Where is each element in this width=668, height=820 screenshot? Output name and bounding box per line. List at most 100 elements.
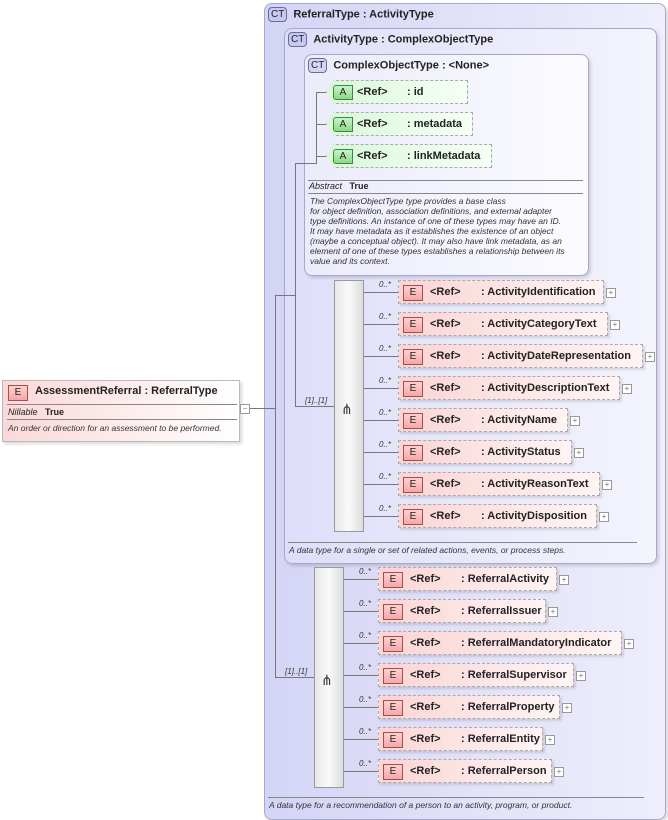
sequence-compositor[interactable]: [314, 567, 344, 788]
element-ActivityDescriptionText[interactable]: E <Ref>: ActivityDescriptionText: [398, 376, 620, 400]
element-ref: <Ref>: [410, 605, 441, 617]
expand-button[interactable]: +: [602, 480, 612, 490]
attribute-metadata[interactable]: A <Ref> : metadata: [326, 112, 473, 136]
element-ref: <Ref>: [410, 669, 441, 681]
element-ActivityCategoryText[interactable]: E <Ref> : ActivityCategoryText: [398, 312, 608, 336]
description-line: (maybe a conceptual object). It may also…: [310, 236, 562, 246]
element-ref: <Ref>: [410, 733, 441, 745]
expand-button[interactable]: +: [562, 703, 572, 713]
expand-button[interactable]: +: [574, 448, 584, 458]
element-name: : ReferralEntity: [461, 733, 540, 745]
element-name: : ActivityDisposition: [481, 510, 587, 522]
element-description: An order or direction for an assessment …: [8, 423, 222, 433]
connector: [316, 156, 326, 157]
element-icon: E: [383, 604, 403, 620]
element-ReferralActivity[interactable]: E <Ref>: ReferralActivity: [378, 567, 557, 591]
element-ref: <Ref>: [430, 414, 461, 426]
attribute-linkMetadata[interactable]: A <Ref>: linkMetadata: [326, 144, 492, 168]
element-name: : ActivityStatus: [481, 446, 561, 458]
divider: [7, 404, 237, 405]
nillable-property: Nillable True: [8, 407, 64, 417]
attribute-ref: <Ref>: [357, 118, 388, 130]
connector: [344, 579, 378, 580]
element-ReferralSupervisor[interactable]: E <Ref>: ReferralSupervisor: [378, 663, 574, 687]
element-ReferralEntity[interactable]: E <Ref>: ReferralEntity: [378, 727, 543, 751]
expand-button[interactable]: +: [606, 288, 616, 298]
expand-button[interactable]: +: [624, 639, 634, 649]
element-ReferralPerson[interactable]: E <Ref>: ReferralPerson: [378, 759, 552, 783]
element-name: : ActivityDateRepresentation: [481, 350, 631, 362]
element-name: AssessmentReferral: [35, 385, 142, 397]
expand-button[interactable]: +: [559, 575, 569, 585]
element-ReferralIssuer[interactable]: E <Ref>: ReferralIssuer: [378, 599, 546, 623]
connector: [248, 408, 275, 409]
element-ref: <Ref>: [410, 765, 441, 777]
connector: [295, 163, 296, 406]
element-icon: E: [383, 668, 403, 684]
sequence-icon: ⋔: [341, 401, 353, 417]
property-label: Nillable: [8, 407, 38, 417]
description-line: value and its context.: [310, 256, 390, 266]
expand-button[interactable]: +: [599, 512, 609, 522]
element-ActivityDisposition[interactable]: E <Ref>: ActivityDisposition: [398, 504, 597, 528]
occurrence-label: 0..*: [359, 631, 372, 640]
element-name: : ReferralMandatoryIndicator: [461, 637, 612, 649]
expand-button[interactable]: +: [548, 607, 558, 617]
occurrence-label: 0..*: [379, 408, 392, 417]
expand-button[interactable]: +: [645, 352, 655, 362]
sequence-compositor[interactable]: [334, 280, 364, 532]
element-title: AssessmentReferral : ReferralType: [35, 385, 218, 397]
complex-type-icon: CT: [268, 7, 288, 22]
attribute-name: : metadata: [407, 118, 463, 130]
expand-button[interactable]: +: [576, 671, 586, 681]
expand-button[interactable]: +: [554, 767, 564, 777]
occurrence-label: 0..*: [359, 727, 372, 736]
element-ReferralProperty[interactable]: E <Ref>: ReferralProperty: [378, 695, 560, 719]
element-ActivityReasonText[interactable]: E <Ref>: ActivityReasonText: [398, 472, 600, 496]
complex-object-type-header: CT ComplexObjectType : <None>: [308, 58, 489, 73]
element-ActivityIdentification[interactable]: E <Ref>: ActivityIdentification: [398, 280, 604, 304]
divider: [7, 419, 237, 420]
activity-type-header: CT ActivityType : ComplexObjectType: [288, 32, 493, 47]
expand-button[interactable]: +: [610, 320, 620, 330]
element-ref: <Ref>: [430, 382, 461, 394]
connector: [344, 739, 378, 740]
attribute-icon: A: [333, 85, 353, 100]
connector: [344, 611, 378, 612]
expand-button[interactable]: +: [570, 416, 580, 426]
complex-type-icon: CT: [308, 58, 328, 73]
attribute-icon: A: [333, 117, 353, 132]
expand-button[interactable]: +: [622, 384, 632, 394]
collapse-button[interactable]: −: [240, 404, 250, 414]
expand-button[interactable]: +: [545, 735, 555, 745]
element-icon: E: [383, 700, 403, 716]
element-ref: <Ref>: [410, 573, 441, 585]
element-ActivityName[interactable]: E <Ref>: ActivityName: [398, 408, 568, 432]
element-ReferralMandatoryIndicator[interactable]: E <Ref>: ReferralMandatoryIndicator: [378, 631, 622, 655]
element-ref: <Ref>: [430, 510, 461, 522]
divider: [268, 797, 644, 798]
attribute-name: : id: [407, 86, 424, 98]
property-label: Abstract: [309, 181, 343, 191]
occurrence-label: 0..*: [379, 504, 392, 513]
connector: [364, 292, 398, 293]
element-type: : ReferralType: [144, 385, 218, 397]
element-ref: <Ref>: [430, 350, 461, 362]
type-base: : ComplexObjectType: [381, 33, 494, 46]
element-ref: <Ref>: [430, 318, 461, 330]
assessment-referral-element[interactable]: E AssessmentReferral : ReferralType Nill…: [2, 380, 240, 442]
attribute-id[interactable]: A <Ref> : id: [326, 80, 468, 104]
element-name: : ActivityCategoryText: [481, 318, 597, 330]
connector: [364, 356, 398, 357]
element-ActivityDateRepresentation[interactable]: E <Ref>: ActivityDateRepresentation: [398, 344, 643, 368]
element-icon: E: [403, 317, 423, 333]
attribute-ref: <Ref>: [357, 86, 388, 98]
divider: [288, 542, 637, 543]
occurrence-label: 0..*: [379, 280, 392, 289]
complex-object-type-description: The ComplexObjectType type provides a ba…: [310, 196, 565, 266]
element-icon: E: [403, 477, 423, 493]
occurrence-label: 0..*: [359, 663, 372, 672]
sequence-occurrence: [1]..[1]: [285, 667, 308, 676]
connector: [344, 643, 378, 644]
element-ActivityStatus[interactable]: E <Ref>: ActivityStatus: [398, 440, 572, 464]
